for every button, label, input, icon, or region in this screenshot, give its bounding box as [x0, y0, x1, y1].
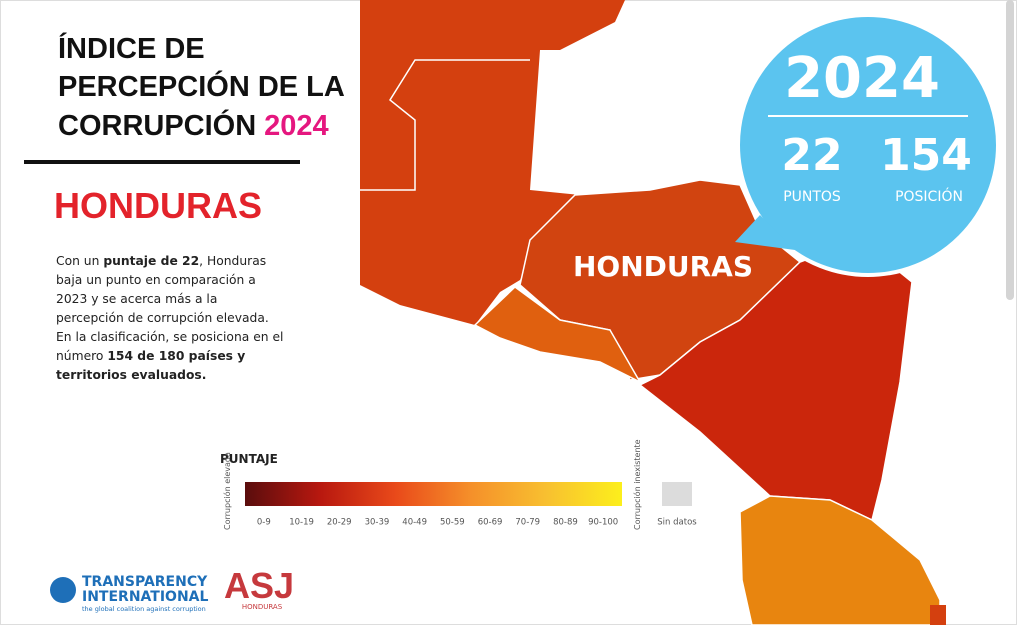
logo-icon	[50, 577, 76, 603]
legend-range: 80-89	[553, 518, 578, 528]
description-text: , Honduras baja un punto en comparación …	[56, 254, 284, 363]
title-year: 2024	[264, 110, 329, 142]
rule	[24, 160, 300, 164]
no-data-swatch	[662, 482, 692, 506]
legend-title: PUNTAJE	[220, 452, 278, 466]
country: HONDURAS	[54, 185, 262, 226]
title-line: ÍNDICE DE	[58, 31, 205, 65]
description: Con un puntaje de 22, Honduras baja un p…	[56, 252, 288, 385]
description-text: Con un	[56, 254, 104, 268]
logo-text: ASJ	[224, 565, 294, 606]
legend: PUNTAJE Corrupción elevada Corrupción in…	[220, 439, 697, 530]
badge-year: 2024	[784, 46, 940, 111]
logo-text: TRANSPARENCY	[82, 574, 208, 590]
region-guatemala	[360, 0, 625, 325]
badge-circle	[736, 13, 1000, 277]
legend-range: 40-49	[402, 518, 427, 528]
no-data-label: Sin datos	[657, 518, 697, 528]
legend-range: 90-100	[588, 518, 618, 528]
score-label: PUNTOS	[783, 189, 841, 205]
title-line: PERCEPCIÓN DE LA	[58, 69, 345, 103]
title-text: CORRUPCIÓN	[58, 108, 256, 142]
legend-range: 10-19	[289, 518, 314, 528]
logo-text: INTERNATIONAL	[82, 589, 208, 605]
logo-sub: HONDURAS	[242, 603, 283, 611]
description-text: 154 de 180 países y territorios evaluado…	[56, 349, 246, 382]
badge: 2024 22 PUNTOS 154 POSICIÓN	[735, 13, 1000, 277]
map-label: HONDURAS	[573, 250, 753, 283]
description-text: puntaje de 22	[103, 254, 200, 268]
legend-range: 70-79	[515, 518, 540, 528]
logo-tagline: the global coalition against corruption	[82, 605, 206, 613]
border	[360, 59, 530, 191]
rank-label: POSICIÓN	[895, 187, 963, 205]
legend-range: 60-69	[478, 518, 503, 528]
logo-ti: TRANSPARENCY INTERNATIONAL the global co…	[50, 574, 208, 613]
legend-low: Corrupción elevada	[222, 452, 232, 530]
score: 22	[781, 130, 842, 181]
legend-high: Corrupción inexistente	[632, 439, 642, 530]
scrollbar[interactable]	[1006, 0, 1014, 300]
legend-range: 50-59	[440, 518, 465, 528]
map: HONDURAS	[360, 0, 946, 625]
logo-asj: ASJ HONDURAS	[224, 565, 294, 611]
badge-pointer	[735, 215, 795, 250]
legend-range: 30-39	[365, 518, 390, 528]
legend-range: 0-9	[257, 518, 271, 528]
region-costa-rica	[739, 495, 941, 625]
legend-scale	[245, 482, 622, 506]
rank: 154	[880, 130, 972, 181]
legend-range: 20-29	[327, 518, 352, 528]
region-panama	[930, 605, 946, 625]
region-el-salvador	[473, 286, 642, 384]
title-line: CORRUPCIÓN 2024	[58, 108, 329, 142]
